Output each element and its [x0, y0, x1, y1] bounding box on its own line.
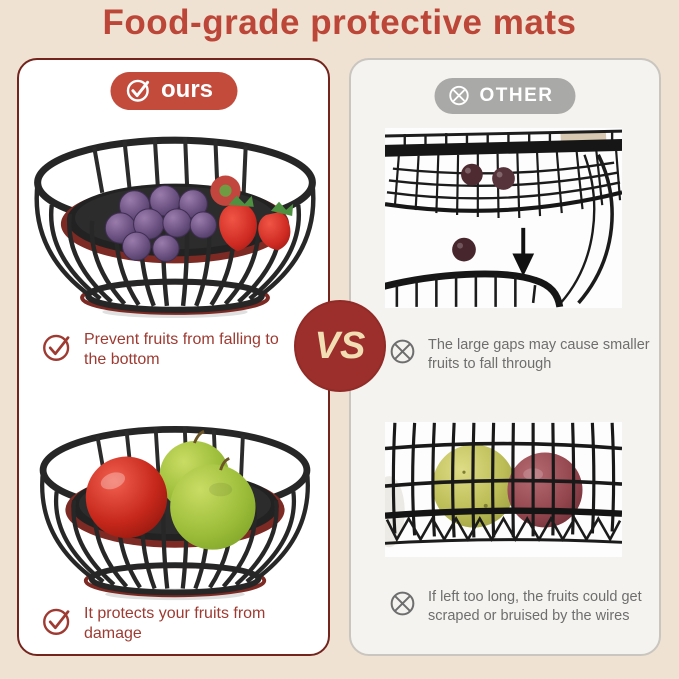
- ours-point-2-text: It protects your fruits from damage: [84, 605, 266, 643]
- fruits-against-wires-illustration: [385, 422, 622, 557]
- ours-panel: ours: [17, 58, 330, 656]
- ours-top-image: [23, 120, 327, 322]
- other-badge: OTHER: [434, 78, 576, 114]
- ours-badge: ours: [109, 72, 238, 110]
- other-top-image: [385, 128, 622, 308]
- ours-badge-label: ours: [160, 76, 214, 103]
- other-point-1-text: The large gaps may cause smaller fruits …: [428, 337, 650, 372]
- ours-point-1: Prevent fruits from falling to the botto…: [40, 330, 304, 371]
- wire-rack-falling-fruit-illustration: [385, 129, 622, 308]
- x-circle-icon: [390, 339, 415, 364]
- vs-badge: VS: [294, 300, 386, 392]
- ours-point-1-text: Prevent fruits from falling to the botto…: [84, 331, 279, 369]
- x-circle-icon: [449, 85, 469, 106]
- x-circle-icon: [390, 591, 415, 616]
- other-bottom-image: [385, 422, 622, 557]
- basket-apples-illustration: [39, 426, 311, 601]
- other-point-1: The large gaps may cause smaller fruits …: [387, 336, 656, 374]
- other-point-2: If left too long, the fruits could get s…: [387, 588, 656, 626]
- basket-grapes-strawberries-illustration: [34, 136, 316, 318]
- check-circle-icon: [126, 79, 149, 102]
- other-panel: OTHER: [349, 58, 661, 656]
- check-circle-icon: [43, 334, 70, 361]
- ours-point-2: It protects your fruits from damage: [40, 604, 280, 645]
- check-circle-icon: [43, 608, 70, 635]
- other-point-2-text: If left too long, the fruits could get s…: [428, 589, 642, 624]
- page-title: Food-grade protective mats: [102, 3, 577, 42]
- ours-bottom-image: [23, 410, 327, 604]
- other-badge-label: OTHER: [479, 84, 554, 106]
